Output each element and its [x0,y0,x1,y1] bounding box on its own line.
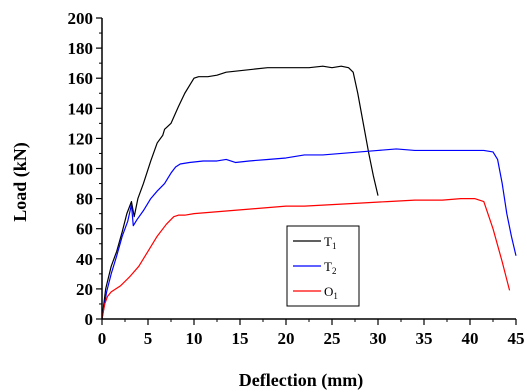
x-tick-label: 35 [416,329,433,348]
tick-marks [96,17,517,325]
series-line-o1 [101,198,511,320]
y-tick-label: 40 [76,250,93,269]
y-tick-label: 120 [68,129,94,148]
legend-label: O1 [324,284,338,301]
x-tick-label: 0 [98,329,107,348]
legend-label: T2 [324,259,336,276]
y-tick-label: 140 [68,99,94,118]
legend: T1 T2 O1 [286,225,360,307]
x-tick-label: 30 [370,329,387,348]
legend-label: T1 [324,234,336,251]
x-tick-label: 40 [462,329,479,348]
plot-area [101,65,517,320]
x-axis-title: Deflection (mm) [239,370,363,391]
y-axis-title: Load (kN) [10,142,31,222]
y-tick-label: 60 [76,220,93,239]
y-tick-label: 80 [76,190,93,209]
y-tick-label: 180 [68,39,94,58]
x-tick-label: 5 [144,329,153,348]
tick-labels: 0 20 40 60 80 100 120 140 160 180 200 0 5 10 15 20 25 30 3… [68,9,525,348]
x-tick-label: 45 [508,329,525,348]
y-tick-label: 200 [68,9,94,28]
x-tick-label: 15 [232,329,249,348]
x-tick-label: 20 [278,329,295,348]
y-tick-label: 100 [68,160,94,179]
y-tick-label: 20 [76,280,93,299]
x-tick-label: 10 [186,329,203,348]
x-tick-label: 25 [324,329,341,348]
y-tick-label: 160 [68,69,94,88]
series-line-t2 [101,148,517,320]
series-line-t1 [101,65,379,320]
y-tick-label: 0 [85,310,94,329]
